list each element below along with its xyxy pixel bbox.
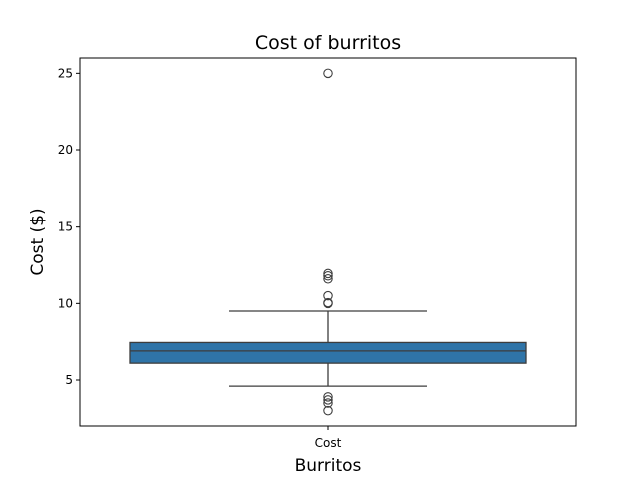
outlier-point [323, 68, 333, 79]
y-tick-label: 5 [65, 373, 73, 387]
outlier-point [323, 405, 333, 416]
outlier-point [323, 392, 333, 402]
x-axis-label: Burritos [295, 456, 362, 476]
outlier-point [323, 395, 333, 405]
outlier-point [323, 270, 333, 281]
outlier-point [323, 268, 333, 279]
outlier-point [323, 297, 333, 308]
y-tick-label: 20 [58, 143, 73, 157]
plot-area: 5 10 15 20 25 Cost [58, 57, 577, 450]
interquartile-box [129, 341, 527, 364]
y-axis-label: Cost ($) [28, 208, 48, 275]
x-tick-label: Cost [315, 436, 342, 450]
outlier-point [323, 274, 333, 284]
y-tick-label: 10 [58, 296, 73, 310]
y-tick-label: 15 [58, 220, 73, 234]
y-tick-label: 25 [58, 66, 73, 80]
chart-title: Cost of burritos [255, 32, 401, 54]
outlier-point [323, 290, 333, 301]
outlier-point [323, 398, 333, 408]
